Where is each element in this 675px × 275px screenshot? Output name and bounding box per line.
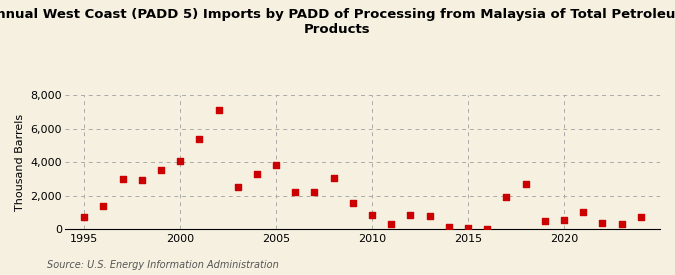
Point bbox=[136, 178, 147, 182]
Point bbox=[501, 194, 512, 199]
Text: Source: U.S. Energy Information Administration: Source: U.S. Energy Information Administ… bbox=[47, 260, 279, 270]
Point bbox=[578, 210, 589, 214]
Point bbox=[482, 227, 493, 231]
Point bbox=[98, 204, 109, 208]
Point bbox=[597, 221, 608, 226]
Point bbox=[443, 225, 454, 229]
Point bbox=[520, 182, 531, 186]
Point bbox=[425, 214, 435, 218]
Point bbox=[348, 201, 358, 205]
Point bbox=[635, 214, 646, 219]
Point bbox=[117, 177, 128, 181]
Point bbox=[405, 213, 416, 217]
Text: Annual West Coast (PADD 5) Imports by PADD of Processing from Malaysia of Total : Annual West Coast (PADD 5) Imports by PA… bbox=[0, 8, 675, 36]
Point bbox=[309, 190, 320, 195]
Point bbox=[367, 213, 377, 217]
Point bbox=[539, 219, 550, 223]
Point bbox=[155, 167, 166, 172]
Point bbox=[232, 184, 243, 189]
Point bbox=[462, 226, 473, 230]
Point bbox=[290, 189, 300, 194]
Point bbox=[616, 222, 627, 227]
Point bbox=[194, 137, 205, 142]
Point bbox=[328, 176, 339, 180]
Y-axis label: Thousand Barrels: Thousand Barrels bbox=[15, 114, 25, 211]
Point bbox=[386, 222, 397, 227]
Point bbox=[79, 214, 90, 219]
Point bbox=[252, 172, 263, 176]
Point bbox=[213, 108, 224, 112]
Point bbox=[175, 159, 186, 164]
Point bbox=[271, 163, 281, 167]
Point bbox=[559, 218, 570, 222]
